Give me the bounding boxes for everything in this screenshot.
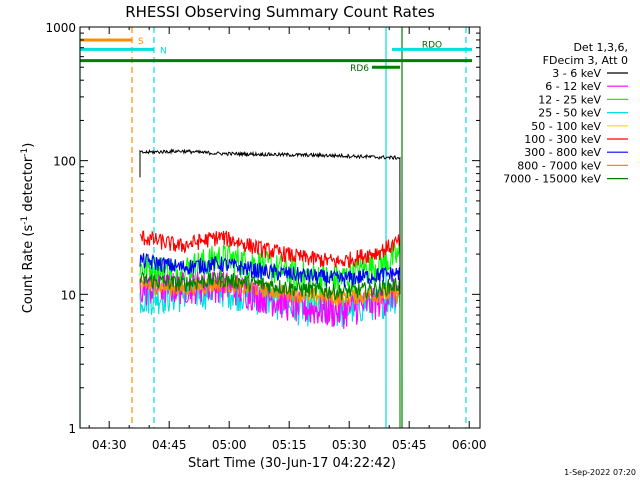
y-axis-ticks: 1 10 100 1000 <box>45 21 480 436</box>
flag-label-rd6: RD6 <box>350 64 369 74</box>
y-tick-label-2: 100 <box>53 155 76 169</box>
vertical-marker-lines <box>79 27 467 428</box>
y-tick-label-0: 1 <box>68 422 76 436</box>
legend-header-1: Det 1,3,6, <box>573 41 628 54</box>
plot-frame <box>79 26 481 429</box>
x-tick-label-4: 05:30 <box>332 438 367 452</box>
flag-label-rdo: RDO <box>422 40 442 50</box>
legend-label-8: 7000 - 15000 keV <box>503 173 601 186</box>
series-line-6 <box>139 253 401 287</box>
observing-flags: S N RDO RD6 <box>80 37 472 74</box>
flag-label-s: S <box>138 37 144 47</box>
legend-header-2: FDecim 3, Att 0 <box>543 54 628 67</box>
x-tick-label-1: 04:45 <box>152 438 187 452</box>
chart-title: RHESSI Observing Summary Count Rates <box>125 3 435 21</box>
legend-label-0: 3 - 6 keV <box>552 67 601 80</box>
x-tick-label-2: 05:00 <box>212 438 247 452</box>
series-line-0 <box>139 147 401 295</box>
series-line-8 <box>139 270 401 429</box>
x-axis-ticks: 04:30 04:45 05:00 05:15 05:30 05:45 06:00 <box>88 27 487 452</box>
x-tick-label-5: 05:45 <box>392 438 427 452</box>
footer-timestamp: 1-Sep-2022 07:20 <box>564 468 636 477</box>
x-tick-label-3: 05:15 <box>272 438 307 452</box>
x-axis-label: Start Time (30-Jun-17 04:22:42) <box>188 456 396 471</box>
x-tick-label-0: 04:30 <box>92 438 127 452</box>
legend-label-3: 25 - 50 keV <box>538 107 601 120</box>
data-series <box>139 147 401 429</box>
x-tick-label-6: 06:00 <box>452 438 487 452</box>
legend-label-4: 50 - 100 keV <box>531 120 601 133</box>
legend-label-5: 100 - 300 keV <box>524 133 601 146</box>
y-tick-label-1: 10 <box>61 288 76 302</box>
y-tick-label-3: 1000 <box>45 21 76 35</box>
flag-label-n: N <box>160 46 167 56</box>
legend-label-6: 300 - 800 keV <box>524 146 601 159</box>
series-line-1 <box>139 270 401 329</box>
legend-label-2: 12 - 25 keV <box>538 93 601 106</box>
series-line-5 <box>139 230 401 269</box>
legend-label-1: 6 - 12 keV <box>545 80 601 93</box>
legend-label-7: 800 - 7000 keV <box>517 159 601 172</box>
y-axis-label: Count Rate (s-1 detector-1) <box>20 143 36 314</box>
